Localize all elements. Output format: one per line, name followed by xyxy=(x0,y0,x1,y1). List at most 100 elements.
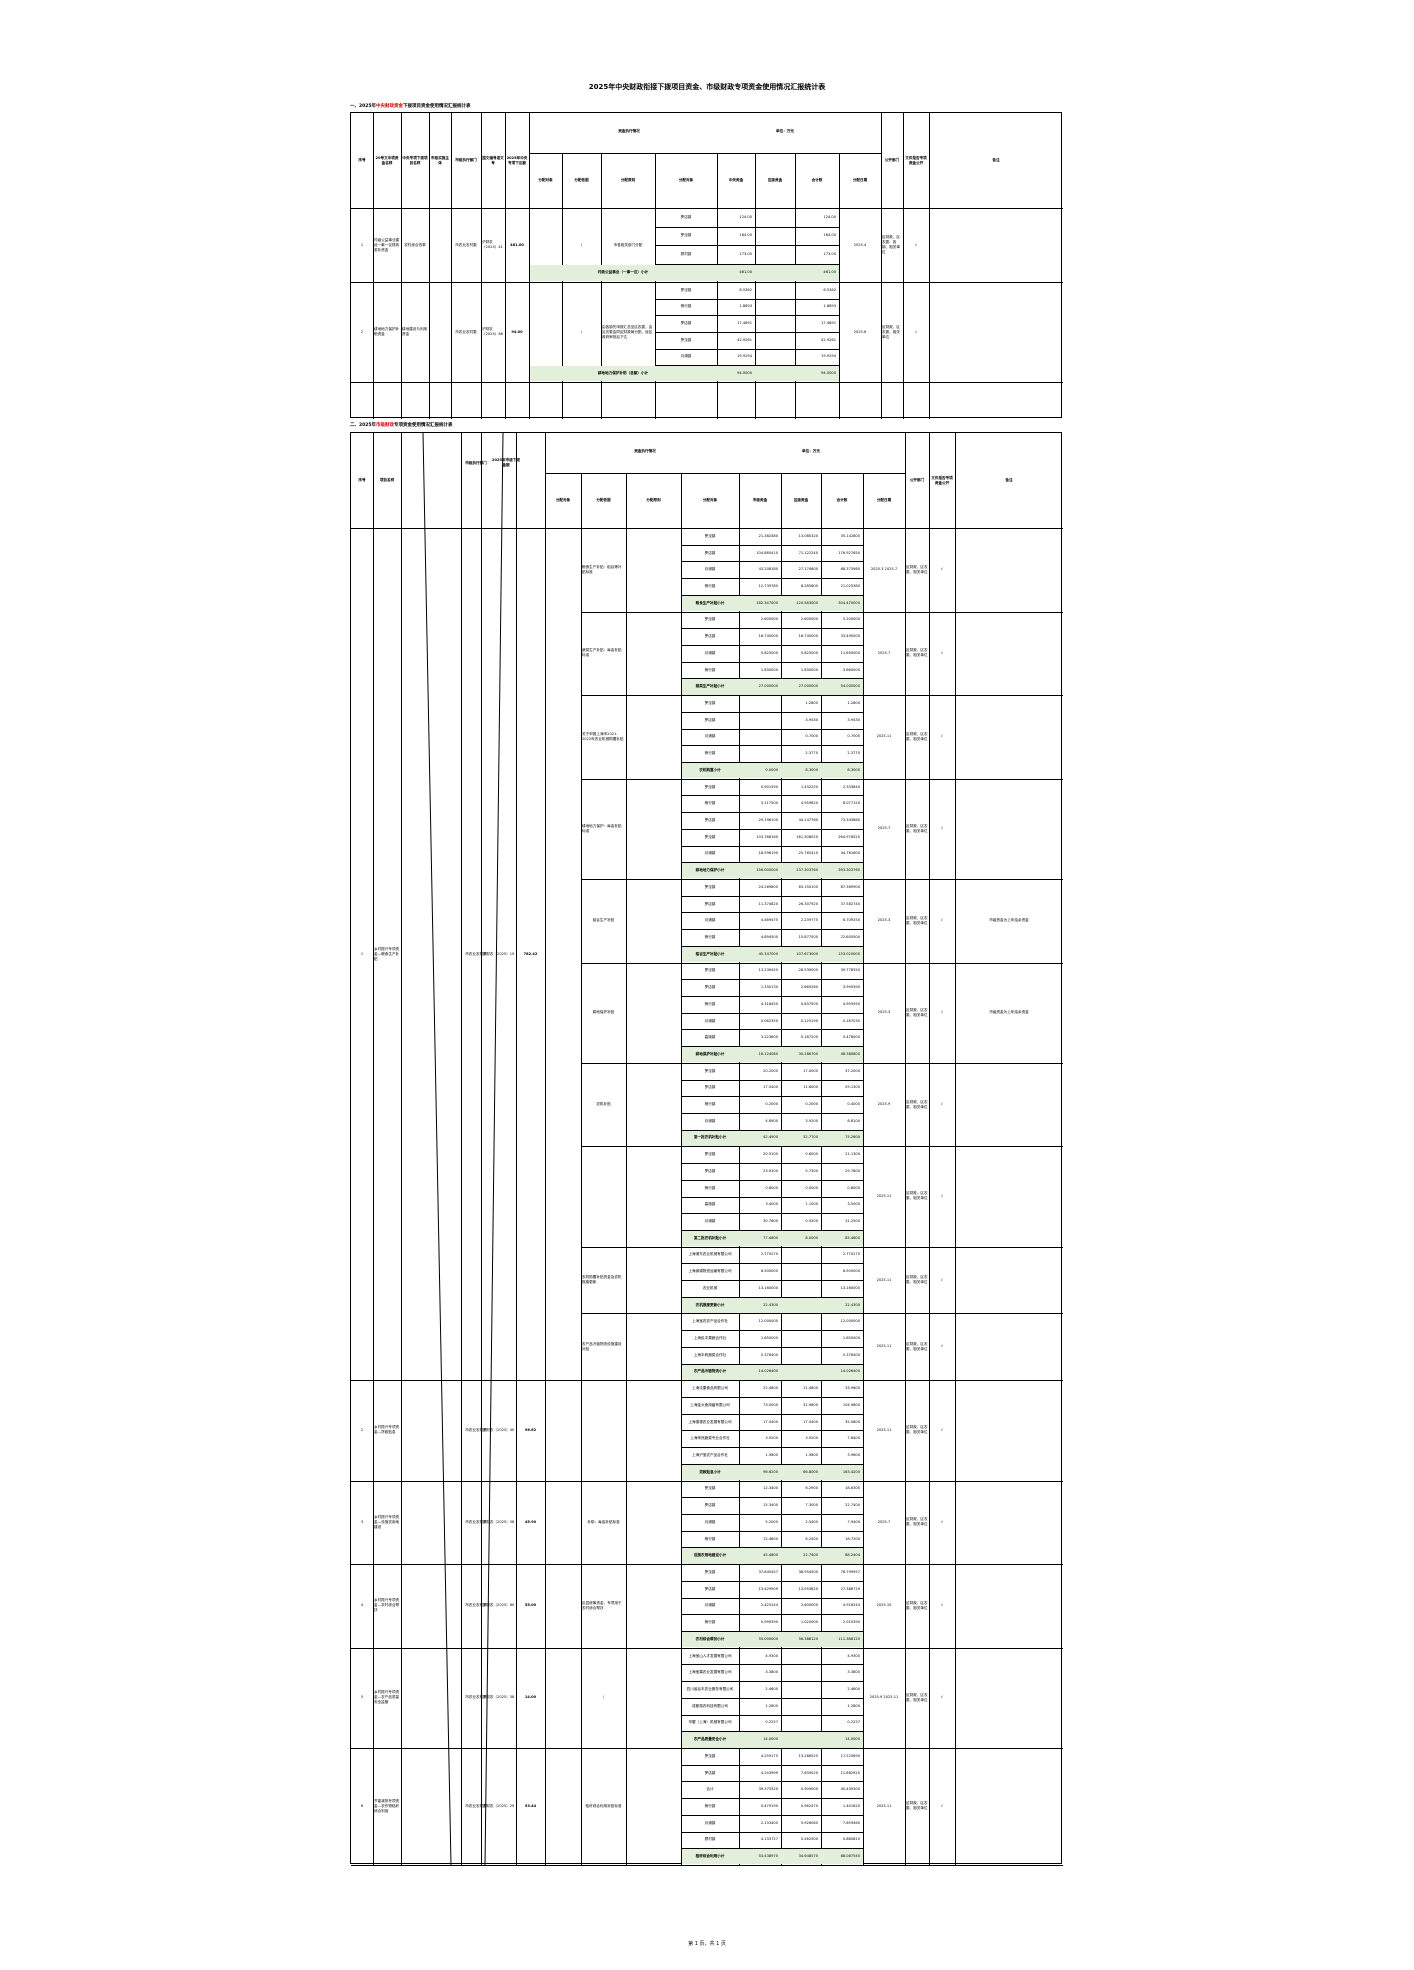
group-date: 2025.7 xyxy=(877,650,891,655)
column-divider xyxy=(955,433,956,1865)
recipient-cell: 罗店镇 xyxy=(704,1085,716,1090)
row-divider xyxy=(681,1681,863,1683)
group-public-check: √ xyxy=(940,1277,944,1282)
row-divider xyxy=(681,1296,863,1298)
row-amount: 461.00 xyxy=(510,242,524,247)
row-divider xyxy=(681,661,863,663)
row-divider xyxy=(681,728,863,730)
block-doc-no: 沪财农〔2025〕29 xyxy=(482,1803,515,1808)
group-open-dept: 区财政、区农委、相关单位 xyxy=(906,1007,928,1017)
local-amount xyxy=(781,1698,818,1715)
group-alloc-basis: / xyxy=(602,1695,605,1700)
city-amount: 12.4800 xyxy=(763,1536,778,1541)
row-divider xyxy=(581,878,1063,880)
block-seq: 5 xyxy=(360,1695,364,1700)
header-alloc-basis: 分配依据 xyxy=(574,178,589,182)
local-amount: 0.6000 xyxy=(805,1152,818,1157)
subtotal-row xyxy=(682,679,863,695)
row-divider xyxy=(681,795,863,797)
total-amount: 0.880810 xyxy=(842,1837,860,1842)
row-divider xyxy=(681,1129,863,1131)
row-divider xyxy=(581,1246,1063,1248)
central-amount: 17.4891 xyxy=(737,321,752,326)
city-amount: 18.996190 xyxy=(758,851,778,856)
group-public-check: √ xyxy=(940,826,944,831)
city-amount: 4.9300 xyxy=(765,1653,778,1658)
total-amount: 35.142800 xyxy=(840,533,860,538)
total-amount: 29.1300 xyxy=(845,1085,860,1090)
city-amount: 1.830000 xyxy=(760,667,778,672)
group-public-check: √ xyxy=(940,567,944,572)
city-amount: 30.7800 xyxy=(763,1219,778,1224)
group-open-dept: 区财政、区农委、相关单位 xyxy=(906,648,928,658)
subtotal-total: 111.388120 xyxy=(838,1636,860,1641)
subtotal-local: 56.388120 xyxy=(798,1636,818,1641)
local-amount: 11.4800 xyxy=(803,1386,818,1391)
row-divider xyxy=(681,895,863,897)
block-doc-no: 沪财农〔2025〕19 xyxy=(482,951,515,956)
recipient-cell: 上海浦东农业机械有限公司 xyxy=(688,1252,732,1257)
row-divider xyxy=(681,995,863,997)
group-alloc-basis: 粮食生产补贴：稻谷等补贴标准 xyxy=(582,564,622,574)
recipient-cell: 上海丰莉蔬菜合作社 xyxy=(693,1352,727,1357)
column-divider xyxy=(545,433,546,1865)
total-amount: 11.882920 xyxy=(840,1770,860,1775)
block-doc-no: 沪财农〔2025〕58 xyxy=(482,1519,515,1524)
city-amount: 13.239450 xyxy=(758,968,778,973)
city-amount: 103.788160 xyxy=(756,834,778,839)
row-divider xyxy=(681,1029,863,1031)
total-amount: 3.660000 xyxy=(842,667,860,672)
block-dept: 市农业农村委 xyxy=(465,951,487,956)
recipient-cell: 杨行镇 xyxy=(704,1185,716,1190)
subtotal-row xyxy=(682,1130,863,1146)
row-divider xyxy=(681,1229,863,1231)
recipient-cell: 月浦镇 xyxy=(704,1603,716,1608)
subtotal-city: 156.000000 xyxy=(756,868,778,873)
local-amount: 4.959620 xyxy=(800,801,818,806)
city-amount: 13.429909 xyxy=(758,1586,778,1591)
group-public-check: √ xyxy=(940,1695,944,1700)
row-alloc-method: 市各相关部门分配 xyxy=(613,242,643,247)
central-amount: 19.9294 xyxy=(737,354,752,359)
local-amount xyxy=(781,1681,818,1698)
subtotal-label: 农产品冷链物流小计 xyxy=(693,1369,727,1374)
header-public: 文件是否专项资金公开 xyxy=(905,155,927,165)
group-alloc-method xyxy=(627,1063,680,1147)
recipient-cell: 罗泾镇 xyxy=(704,1486,716,1491)
group-alloc-basis xyxy=(582,1146,625,1246)
row-divider xyxy=(681,1664,863,1666)
local-amount: 13.080320 xyxy=(798,533,818,538)
recipient-cell: 月浦镇 xyxy=(704,1820,716,1825)
subtotal-label: 村级公益事业（一事一议）小计 xyxy=(597,270,649,275)
group-open-dept: 区财政、区农委、相关单位 xyxy=(906,1692,928,1702)
group-alloc-basis: 稻谷生产补贴 xyxy=(592,918,615,923)
total-amount: 3.3800 xyxy=(847,1670,860,1675)
row-divider xyxy=(681,628,863,630)
recipient-cell: 罗泾镇 xyxy=(704,784,716,789)
total-amount: 13.160000 xyxy=(840,1285,860,1290)
total-amount: 22.7400 xyxy=(845,1503,860,1508)
city-amount: 1.330130 xyxy=(760,985,778,990)
column-divider xyxy=(881,113,882,419)
row-divider xyxy=(681,1731,863,1733)
central-amount: 164.00 xyxy=(739,233,752,238)
subtotal-central: 94.0000 xyxy=(737,371,752,376)
row-divider xyxy=(681,1263,863,1265)
row-divider xyxy=(581,611,1063,613)
city-amount xyxy=(739,695,778,712)
recipient-cell: 罗泾镇 xyxy=(680,287,692,292)
subtotal-label: 秸秆综合利用小计 xyxy=(695,1854,725,1859)
row-divider xyxy=(681,711,863,713)
recipient-cell: 罗泾镇 xyxy=(704,884,716,889)
header-alloc-method: 分配原则 xyxy=(646,498,661,502)
group-alloc-method xyxy=(627,1648,680,1748)
recipient-cell: 罗泾镇 xyxy=(704,834,716,839)
row-divider xyxy=(681,1547,863,1549)
row-dept: 市农业农村委 xyxy=(455,242,477,247)
column-divider xyxy=(373,433,374,1865)
total-amount: 1.441620 xyxy=(842,1803,860,1808)
local-amount: 13.266525 xyxy=(798,1753,818,1758)
total-amount: 0.376400 xyxy=(842,1352,860,1357)
header-unit: 单位：万元 xyxy=(802,448,820,453)
row-divider xyxy=(581,695,1063,697)
